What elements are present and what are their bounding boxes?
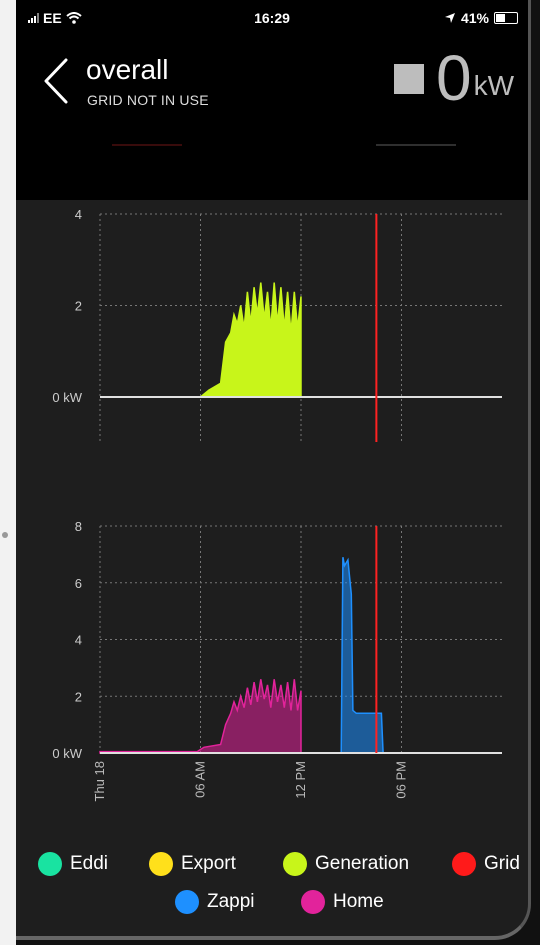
x-tick-label: 06 AM [193,761,208,798]
signal-icon [28,13,39,23]
legend-dot-zappi [175,890,199,914]
legend-label: Grid [484,853,520,874]
battery-icon [494,12,518,24]
carrier-group: EE [28,10,82,26]
y-tick-label: 4 [75,633,82,648]
status-right: 41% [444,10,518,26]
y-tick-label: 0 kW [52,746,82,761]
y-tick-label: 4 [75,207,82,222]
background-window-edge [0,0,16,945]
location-arrow-icon [444,13,455,23]
y-tick-label: 6 [75,576,82,591]
legend-dot-generation [283,852,307,876]
legend-item-grid[interactable]: Grid [452,852,520,876]
y-tick-label: 2 [75,689,82,704]
grid-status-text: GRID NOT IN USE [87,92,209,108]
charts-area: 4 2 0 kW 8 6 4 2 0 kW Thu 18 06 AM 12 PM 06 PM [16,200,528,840]
y-tick-label: 8 [75,519,82,534]
wifi-icon [66,12,82,24]
legend-dot-eddi [38,852,62,876]
legend-item-generation[interactable]: Generation [283,852,409,876]
y-tick-label: 2 [75,299,82,314]
legend-dot-home [301,890,325,914]
power-value: 0 [435,42,472,114]
page-title: overall [86,54,169,85]
legend-item-zappi[interactable]: Zappi [175,890,255,914]
legend-item-home[interactable]: Home [301,890,384,914]
x-tick-label: 06 PM [394,761,409,799]
legend-label: Export [181,853,236,874]
legend-item-eddi[interactable]: Eddi [38,852,108,876]
power-unit: kW [473,70,514,101]
x-tick-label: 12 PM [293,761,308,799]
back-chevron-icon[interactable] [38,56,78,106]
legend-dot-grid [452,852,476,876]
app-header: overall GRID NOT IN USE 0 kW [16,36,528,200]
clock: 16:29 [254,10,290,26]
power-readout: 0 kW [393,42,514,114]
legend-label: Eddi [70,853,109,874]
x-tick-label: Thu 18 [92,761,107,801]
series-area-generation [100,282,502,398]
faint-line-red [112,144,182,146]
battery-percent: 41% [460,10,489,26]
edge-marker [2,532,8,538]
legend-item-export[interactable]: Export [149,852,236,876]
series-area-home [99,679,502,754]
app-screen: EE 16:29 41% overall GRID NOT IN USE 0 k… [16,0,531,940]
legend-label: Home [333,891,384,912]
status-bar: EE 16:29 41% [16,0,528,36]
power-square-icon [393,64,424,94]
carrier-name: EE [43,10,62,26]
y-tick-label: 0 kW [52,390,82,405]
faint-line-grey [376,144,456,146]
legend-dot-export [149,852,173,876]
legend-label: Zappi [207,891,255,912]
legend-label: Generation [315,853,410,874]
